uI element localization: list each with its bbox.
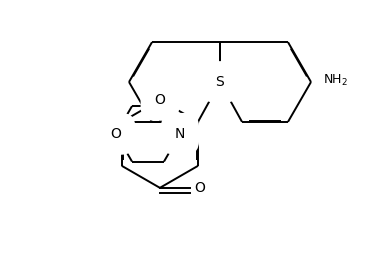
Text: NH$_2$: NH$_2$ [323, 72, 348, 88]
Text: N: N [175, 127, 185, 141]
Text: O: O [155, 93, 165, 107]
Text: O: O [110, 127, 121, 141]
Text: S: S [215, 75, 225, 89]
Text: O: O [194, 181, 205, 195]
